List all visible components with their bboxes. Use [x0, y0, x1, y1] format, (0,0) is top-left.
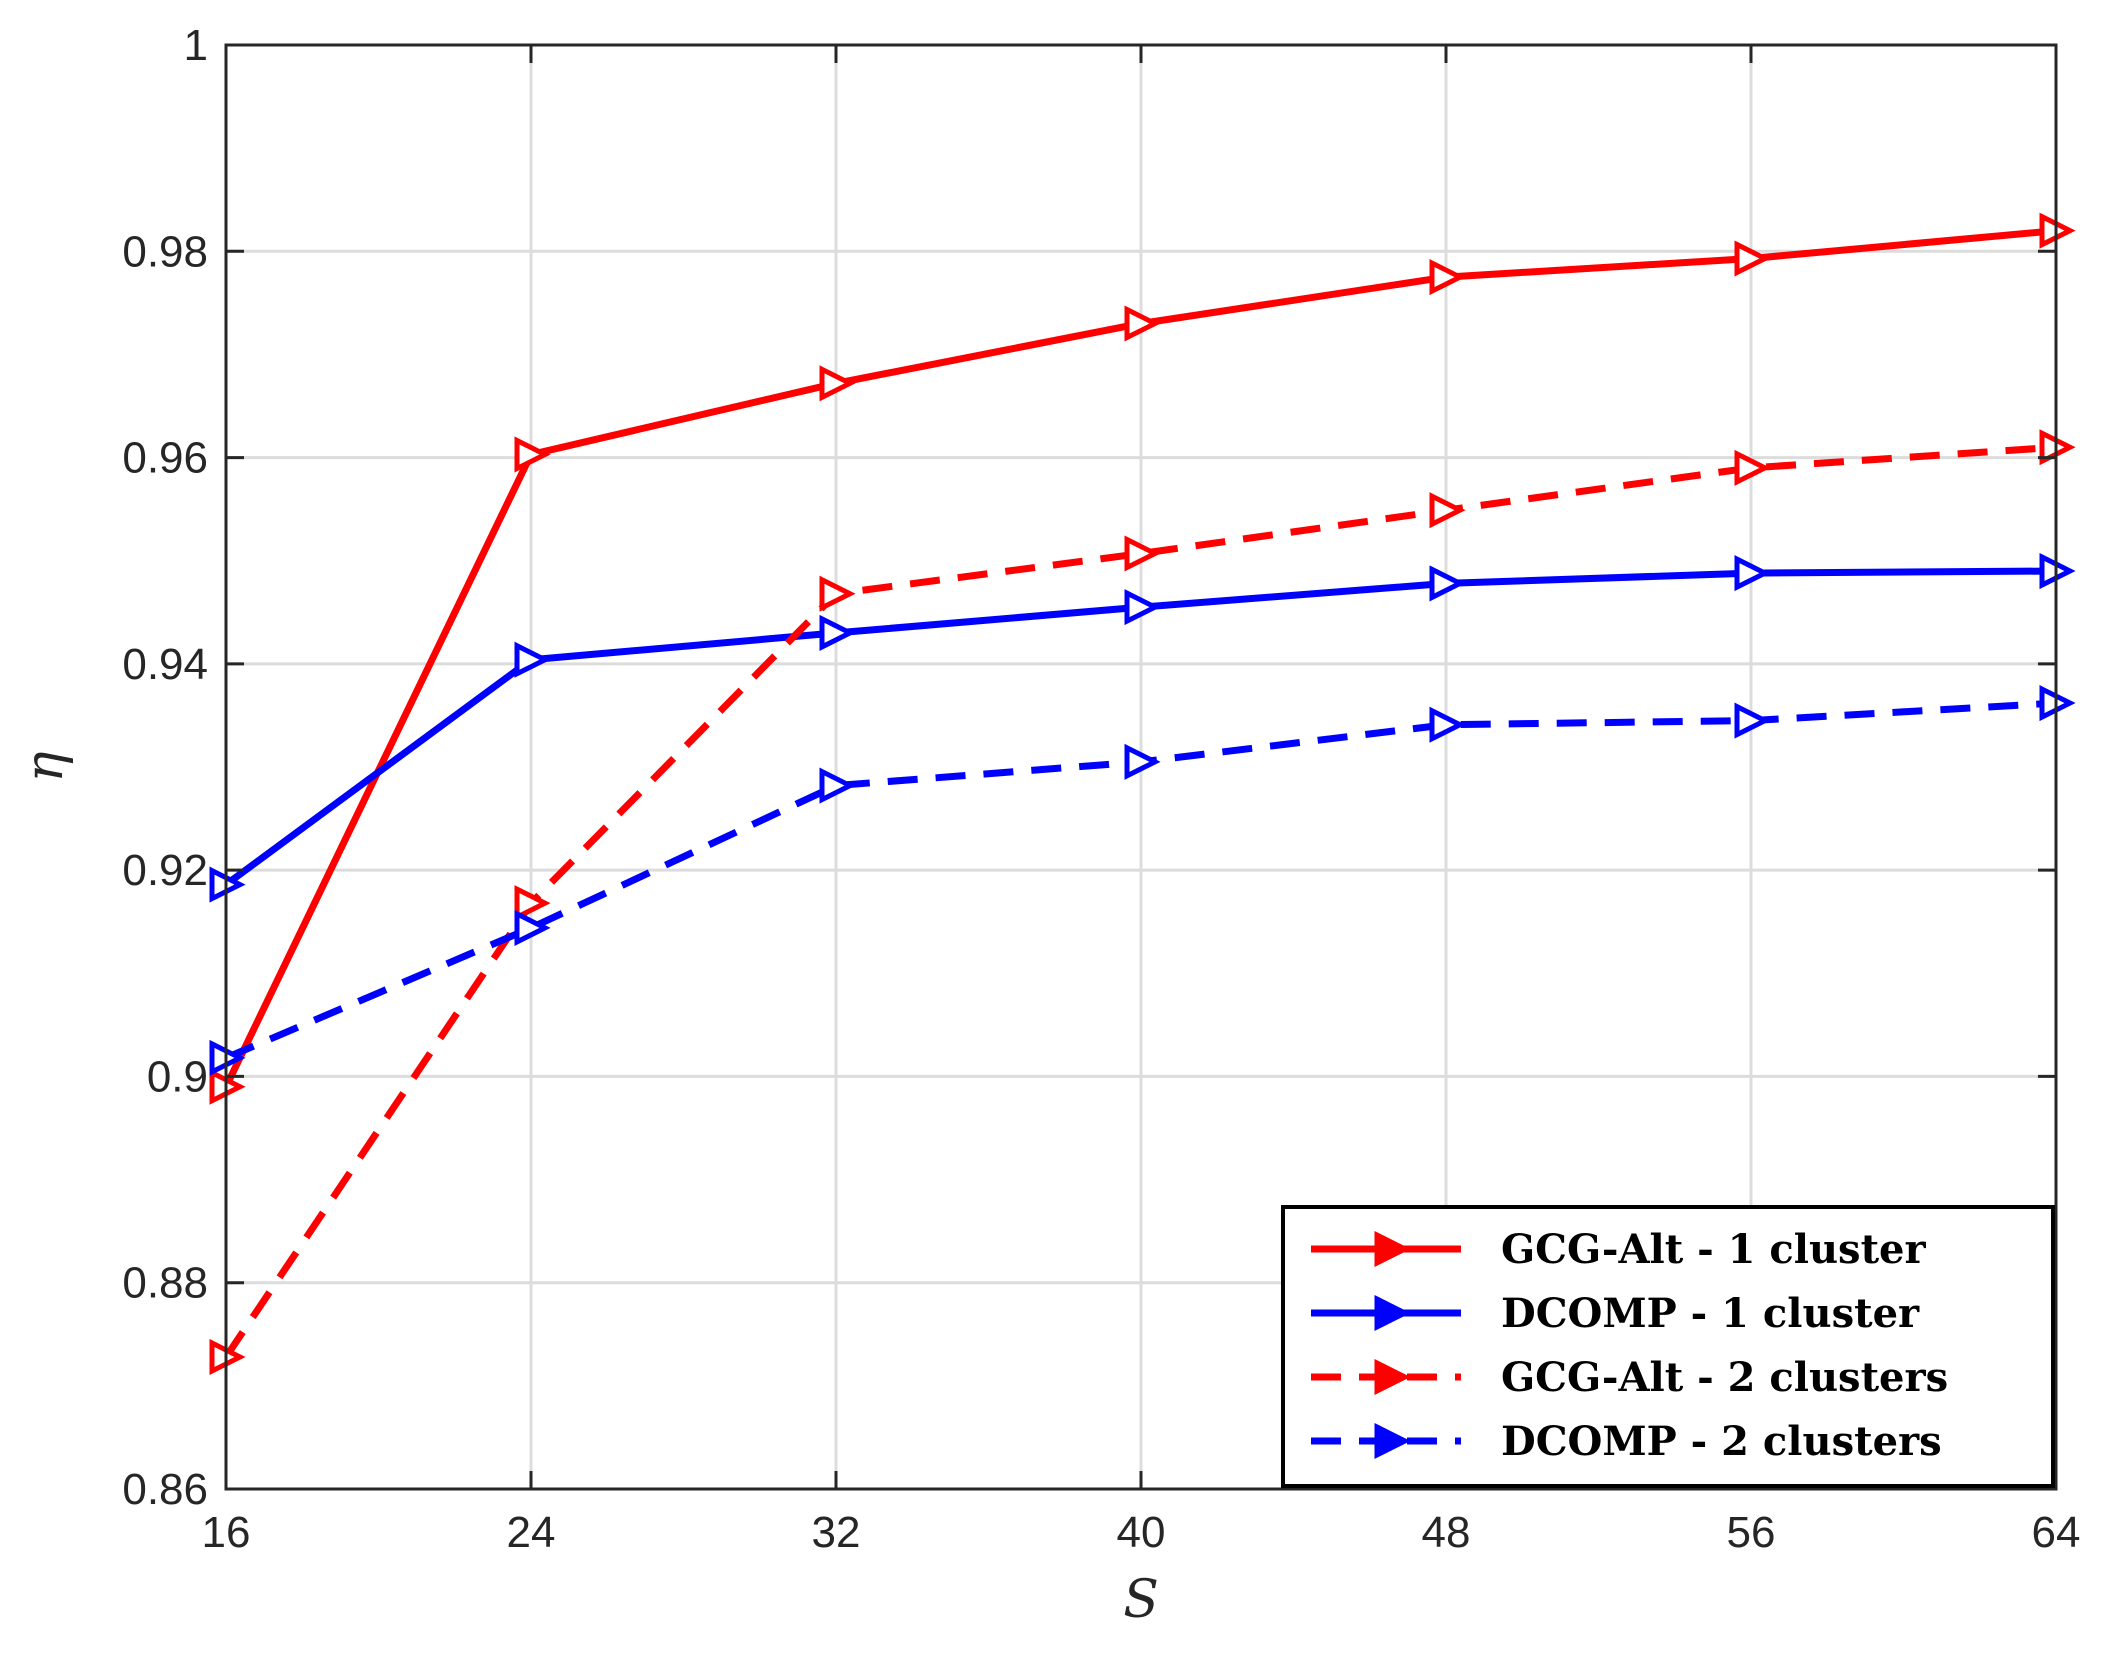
- data-point: [1734, 240, 1771, 277]
- legend-label: GCG-Alt - 2 clusters: [1501, 1354, 1948, 1401]
- legend-marker: [1374, 1422, 1411, 1460]
- data-point: [1124, 535, 1161, 572]
- data-point: [514, 885, 551, 922]
- data-point: [819, 767, 856, 804]
- data-point: [1734, 702, 1771, 739]
- y-tick-label: 0.96: [122, 434, 208, 483]
- legend-marker: [1374, 1294, 1411, 1332]
- y-tick-label: 0.9: [147, 1052, 208, 1101]
- legend-marker: [1374, 1358, 1411, 1396]
- legend-entry: GCG-Alt - 1 cluster: [1311, 1226, 1926, 1273]
- legend-entry: GCG-Alt - 2 clusters: [1311, 1354, 1948, 1401]
- legend: GCG-Alt - 1 cluster DCOMP - 1 cluster GCG-…: [1281, 1205, 2055, 1488]
- data-point: [1429, 492, 1466, 529]
- y-tick-label: 0.94: [122, 640, 208, 689]
- legend-marker: [1374, 1230, 1411, 1268]
- y-axis-label: η: [15, 751, 75, 782]
- data-point: [1124, 589, 1161, 626]
- legend-label: DCOMP - 1 cluster: [1501, 1290, 1920, 1337]
- data-point: [1734, 449, 1771, 486]
- x-axis-label: S: [1123, 1570, 1159, 1630]
- legend-label: DCOMP - 2 clusters: [1501, 1418, 1942, 1465]
- x-tick-label: 64: [2032, 1508, 2081, 1557]
- legend-entry: DCOMP - 1 cluster: [1311, 1290, 1920, 1337]
- data-point: [1429, 706, 1466, 743]
- y-tick-label: 0.86: [122, 1465, 208, 1514]
- legend-label: GCG-Alt - 1 cluster: [1501, 1226, 1926, 1273]
- legend-entry: DCOMP - 2 clusters: [1311, 1418, 1942, 1465]
- data-point: [1124, 305, 1161, 342]
- data-point: [819, 365, 856, 402]
- y-tick-label: 0.98: [122, 227, 208, 276]
- data-point: [514, 641, 551, 678]
- data-point: [1124, 743, 1161, 780]
- data-point: [514, 436, 551, 473]
- y-tick-label: 1: [184, 21, 208, 70]
- data-point: [819, 575, 856, 612]
- x-tick-label: 16: [202, 1508, 251, 1557]
- data-point: [1429, 565, 1466, 602]
- x-tick-label: 32: [812, 1508, 861, 1557]
- ticks: 16 24 32 40 48 56 64 0.86 0.88 0.9 0.92 0.94 0.96 0.9…: [122, 21, 2080, 1557]
- y-tick-label: 0.92: [122, 846, 208, 895]
- x-tick-label: 40: [1117, 1508, 1166, 1557]
- x-tick-label: 48: [1422, 1508, 1471, 1557]
- series-2: [209, 552, 2076, 903]
- x-tick-label: 56: [1727, 1508, 1776, 1557]
- x-tick-label: 24: [507, 1508, 556, 1557]
- y-tick-label: 0.88: [122, 1259, 208, 1308]
- data-point: [514, 909, 551, 946]
- data-point: [1734, 555, 1771, 592]
- data-point: [819, 614, 856, 651]
- data-point: [1429, 259, 1466, 296]
